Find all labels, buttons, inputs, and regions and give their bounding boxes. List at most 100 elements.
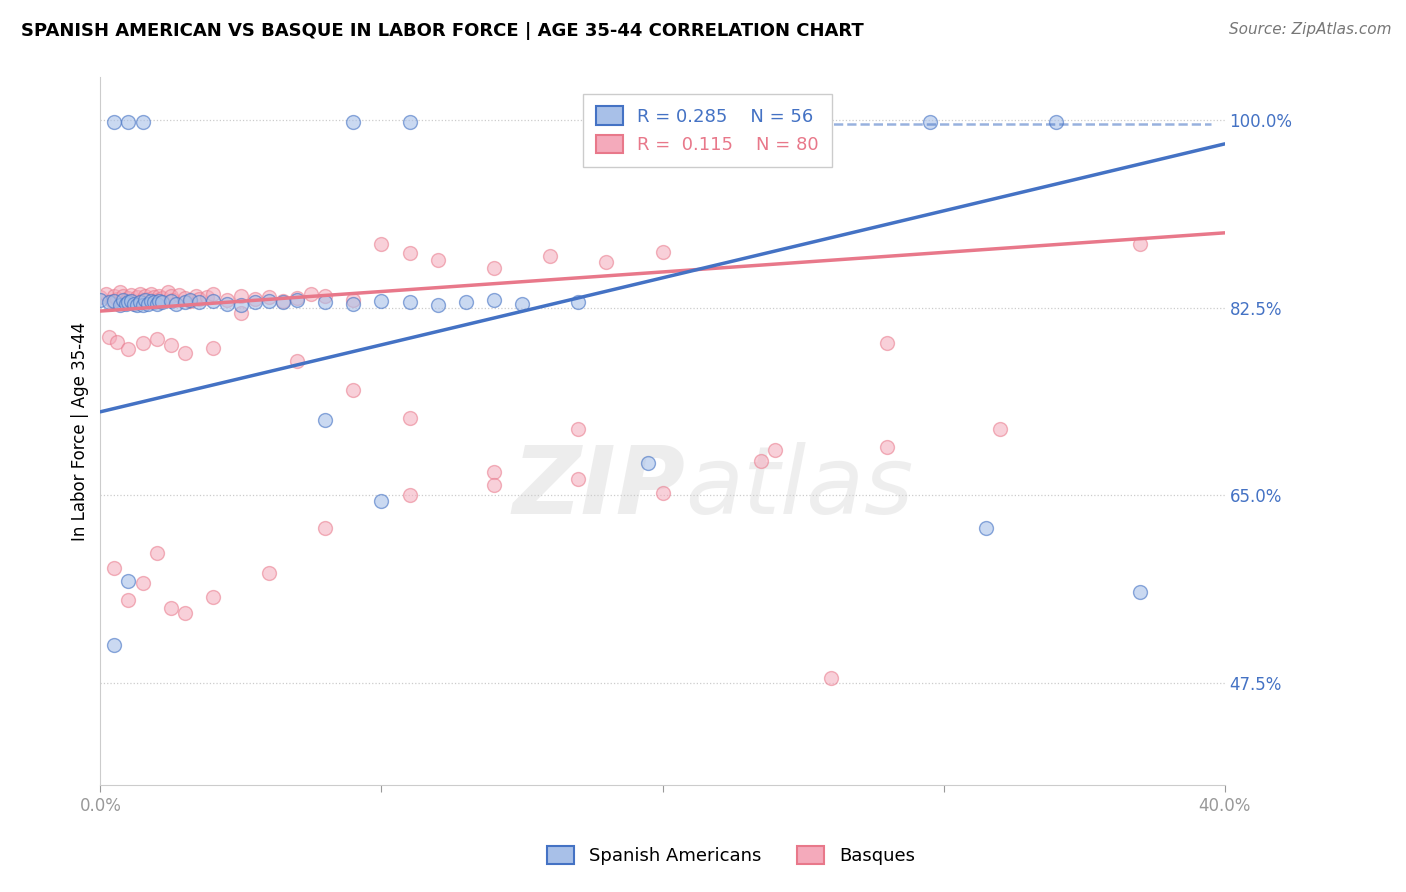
Point (114, 294, 136, 309)
Point (117, 115, 139, 129)
Point (538, 249, 561, 263)
Point (595, 254, 617, 268)
Point (150, 291, 173, 305)
Point (131, 336, 153, 351)
Point (103, 289, 125, 303)
Point (179, 293, 201, 308)
Point (114, 296, 136, 310)
Point (94, 287, 117, 301)
Point (567, 472, 589, 486)
Point (156, 285, 179, 299)
Point (988, 422, 1011, 436)
Point (111, 293, 134, 308)
Point (117, 295, 139, 310)
Point (398, 488, 420, 502)
Text: SPANISH AMERICAN VS BASQUE IN LABOR FORCE | AGE 35-44 CORRELATION CHART: SPANISH AMERICAN VS BASQUE IN LABOR FORC… (21, 22, 863, 40)
Point (229, 298, 252, 312)
Point (145, 293, 167, 308)
Point (342, 293, 364, 308)
Point (173, 607, 195, 621)
Point (103, 115, 125, 129)
Point (100, 294, 122, 309)
Point (148, 294, 170, 309)
Point (165, 296, 187, 310)
Point (150, 295, 173, 310)
Point (105, 335, 128, 350)
Point (103, 561, 125, 575)
Point (131, 298, 153, 312)
Point (103, 294, 125, 309)
Point (122, 294, 145, 309)
Point (426, 252, 449, 267)
Point (187, 295, 209, 310)
Point (243, 295, 266, 310)
Point (482, 477, 505, 491)
Point (117, 574, 139, 588)
Point (187, 293, 209, 307)
Point (111, 289, 134, 303)
Point (131, 576, 153, 591)
Point (229, 306, 252, 320)
Point (125, 298, 148, 312)
Legend: R = 0.285    N = 56, R =  0.115    N = 80: R = 0.285 N = 56, R = 0.115 N = 80 (583, 94, 832, 167)
Point (145, 296, 167, 310)
Point (342, 384, 364, 398)
Point (162, 293, 184, 308)
Point (763, 443, 786, 458)
Point (120, 294, 142, 309)
Point (398, 295, 420, 310)
Point (120, 288, 142, 302)
Point (651, 486, 673, 500)
Point (131, 293, 153, 308)
Point (314, 413, 336, 427)
Point (398, 411, 420, 425)
Point (105, 293, 128, 307)
Text: atlas: atlas (685, 442, 914, 533)
Point (201, 341, 224, 355)
Point (370, 493, 392, 508)
Point (285, 354, 308, 368)
Point (285, 291, 308, 305)
Point (139, 287, 162, 301)
Point (651, 245, 673, 260)
Point (167, 288, 190, 302)
Point (271, 294, 294, 309)
Point (117, 291, 139, 305)
Point (215, 293, 238, 308)
Point (134, 293, 156, 308)
Point (426, 298, 449, 312)
Point (201, 287, 224, 301)
Point (201, 294, 224, 309)
Point (131, 115, 153, 129)
Point (145, 546, 167, 560)
Point (918, 115, 941, 129)
Point (257, 294, 280, 309)
Point (257, 290, 280, 304)
Point (1129, 585, 1152, 599)
Point (159, 601, 181, 615)
Point (299, 287, 322, 301)
Point (215, 296, 238, 310)
Point (184, 289, 207, 303)
Point (1129, 236, 1152, 251)
Point (201, 591, 224, 605)
Point (125, 290, 148, 304)
Point (108, 298, 131, 312)
Point (482, 465, 505, 479)
Point (145, 332, 167, 346)
Legend: Spanish Americans, Basques: Spanish Americans, Basques (540, 838, 922, 872)
Point (128, 295, 150, 310)
Point (136, 293, 159, 307)
Point (1045, 115, 1067, 129)
Point (229, 289, 252, 303)
Point (637, 456, 659, 470)
Point (173, 295, 195, 310)
Point (370, 236, 392, 251)
Point (398, 115, 420, 129)
Point (876, 440, 898, 454)
Point (117, 593, 139, 607)
Point (314, 295, 336, 310)
Point (136, 296, 159, 310)
Point (271, 295, 294, 310)
Point (173, 346, 195, 360)
